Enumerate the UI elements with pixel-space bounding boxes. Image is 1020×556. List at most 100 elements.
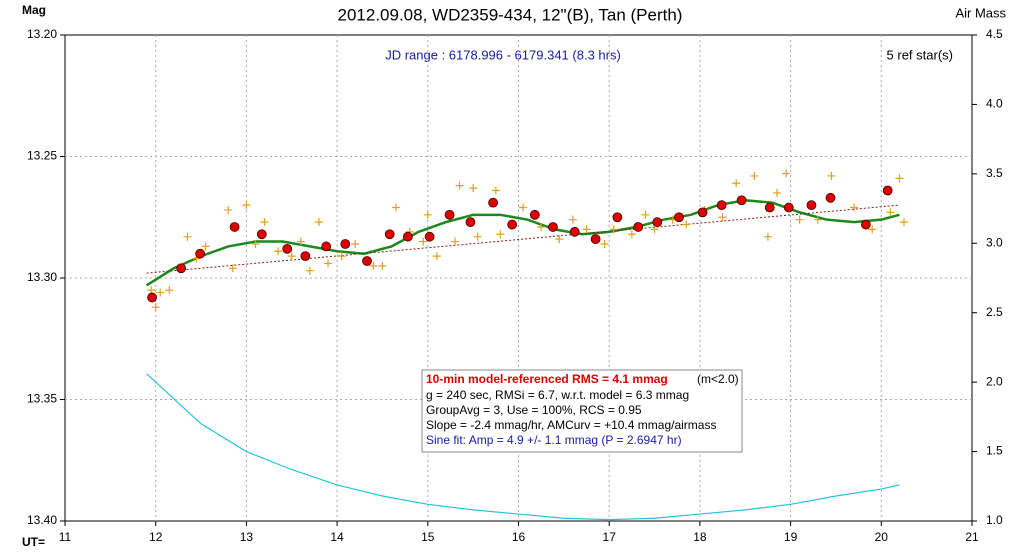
x-axis-label: UT=	[22, 535, 45, 549]
info-box: 10-min model-referenced RMS = 4.1 mmag (…	[421, 369, 743, 453]
jd-range: JD range : 6178.996 - 6179.341 (8.3 hrs)	[385, 47, 621, 62]
cross-point	[305, 266, 314, 275]
y-tick-label: 13.20	[27, 27, 57, 41]
cross-point	[369, 261, 378, 270]
y-tick-label: 13.35	[27, 392, 57, 406]
x-tick-label: 13	[240, 530, 254, 544]
y2-tick-label: 1.5	[986, 444, 1003, 458]
trend-line	[146, 204, 900, 274]
cross-point	[537, 222, 546, 231]
y2-tick-label: 4.0	[986, 97, 1003, 111]
cross-point	[782, 169, 791, 178]
cross-point	[469, 184, 478, 193]
cross-point	[813, 215, 822, 224]
cross-point	[201, 242, 210, 251]
cross-point	[151, 303, 160, 312]
y2-tick-label: 1.0	[986, 513, 1003, 527]
cross-point	[392, 203, 401, 212]
dot-point	[340, 239, 351, 249]
dot-point	[507, 219, 518, 230]
cross-point	[627, 230, 636, 239]
x-tick-label: 18	[693, 530, 707, 544]
cross-point	[228, 264, 237, 273]
dot-point	[300, 251, 311, 262]
y2-tick-label: 3.0	[986, 235, 1003, 249]
ref-stars: 5 ref star(s)	[887, 47, 953, 62]
dot-point	[229, 222, 240, 232]
dot-point	[764, 202, 775, 213]
cross-point	[772, 188, 781, 197]
dot-point	[783, 202, 794, 213]
dot-point	[736, 195, 747, 206]
y2-tick-label: 2.5	[986, 305, 1003, 319]
dot-point	[176, 263, 186, 274]
cross-point	[260, 218, 269, 227]
cross-point	[827, 171, 836, 180]
cross-point	[568, 215, 577, 224]
cross-point	[795, 215, 804, 224]
cross-point	[600, 239, 609, 248]
dot-point	[424, 231, 435, 242]
dot-point	[488, 197, 499, 208]
cross-point	[582, 225, 591, 234]
cross-point	[718, 213, 727, 222]
dot-point	[569, 226, 580, 237]
cross-point	[432, 252, 441, 261]
dot-point	[529, 209, 540, 220]
dot-point	[548, 222, 558, 232]
y-axis-label: Mag	[22, 3, 46, 17]
cross-point	[895, 174, 904, 183]
airmass-line	[146, 373, 900, 521]
cross-point	[519, 203, 528, 212]
dot-point	[612, 212, 623, 223]
x-tick-label: 20	[875, 530, 889, 544]
cross-point	[183, 232, 192, 241]
cross-point	[337, 252, 346, 261]
dot-point	[321, 241, 332, 252]
cross-point	[732, 179, 741, 188]
dot-point	[384, 229, 395, 240]
dot-point	[147, 292, 157, 303]
cross-point	[324, 259, 333, 268]
cross-point	[274, 247, 283, 256]
dot-point	[282, 243, 293, 254]
cross-point	[165, 286, 174, 295]
info-rms: 10-min model-referenced RMS = 4.1 mmag	[426, 372, 668, 386]
cross-point	[899, 218, 908, 227]
info-box-frame	[421, 369, 743, 453]
cross-point	[419, 237, 428, 246]
cross-point	[242, 201, 251, 210]
cross-point	[224, 205, 233, 214]
cross-point	[473, 232, 482, 241]
cross-point	[609, 225, 618, 234]
y2-tick-label: 4.5	[986, 27, 1003, 41]
cross-point	[314, 218, 323, 227]
info-sine: Sine fit: Amp = 4.9 +/- 1.1 mmag (P = 2.…	[426, 433, 682, 447]
info-line: GroupAvg = 3, Use = 100%, RCS = 0.95	[426, 403, 642, 417]
y-tick-label: 13.40	[27, 513, 57, 527]
cross-point	[455, 181, 464, 190]
cross-point	[251, 239, 260, 248]
dot-point	[697, 207, 708, 218]
cross-point	[886, 208, 895, 217]
dot-point	[256, 229, 267, 240]
dot-point	[716, 200, 727, 211]
dot-point	[402, 231, 413, 242]
dot-point	[825, 192, 836, 203]
x-tick-label: 14	[330, 530, 344, 544]
cross-point	[491, 186, 500, 195]
model-line	[145, 198, 900, 287]
cross-point	[156, 288, 165, 297]
cross-point	[451, 237, 460, 246]
dot-point	[444, 209, 455, 220]
cross-point	[763, 232, 772, 241]
cross-point	[682, 220, 691, 229]
x-tick-label: 15	[421, 530, 435, 544]
dot-point	[590, 234, 601, 245]
dot-point	[195, 248, 206, 259]
y-tick-label: 13.25	[27, 149, 57, 163]
x-tick-label: 16	[512, 530, 526, 544]
x-tick-label: 19	[784, 530, 798, 544]
x-tick-label: 12	[149, 530, 163, 544]
